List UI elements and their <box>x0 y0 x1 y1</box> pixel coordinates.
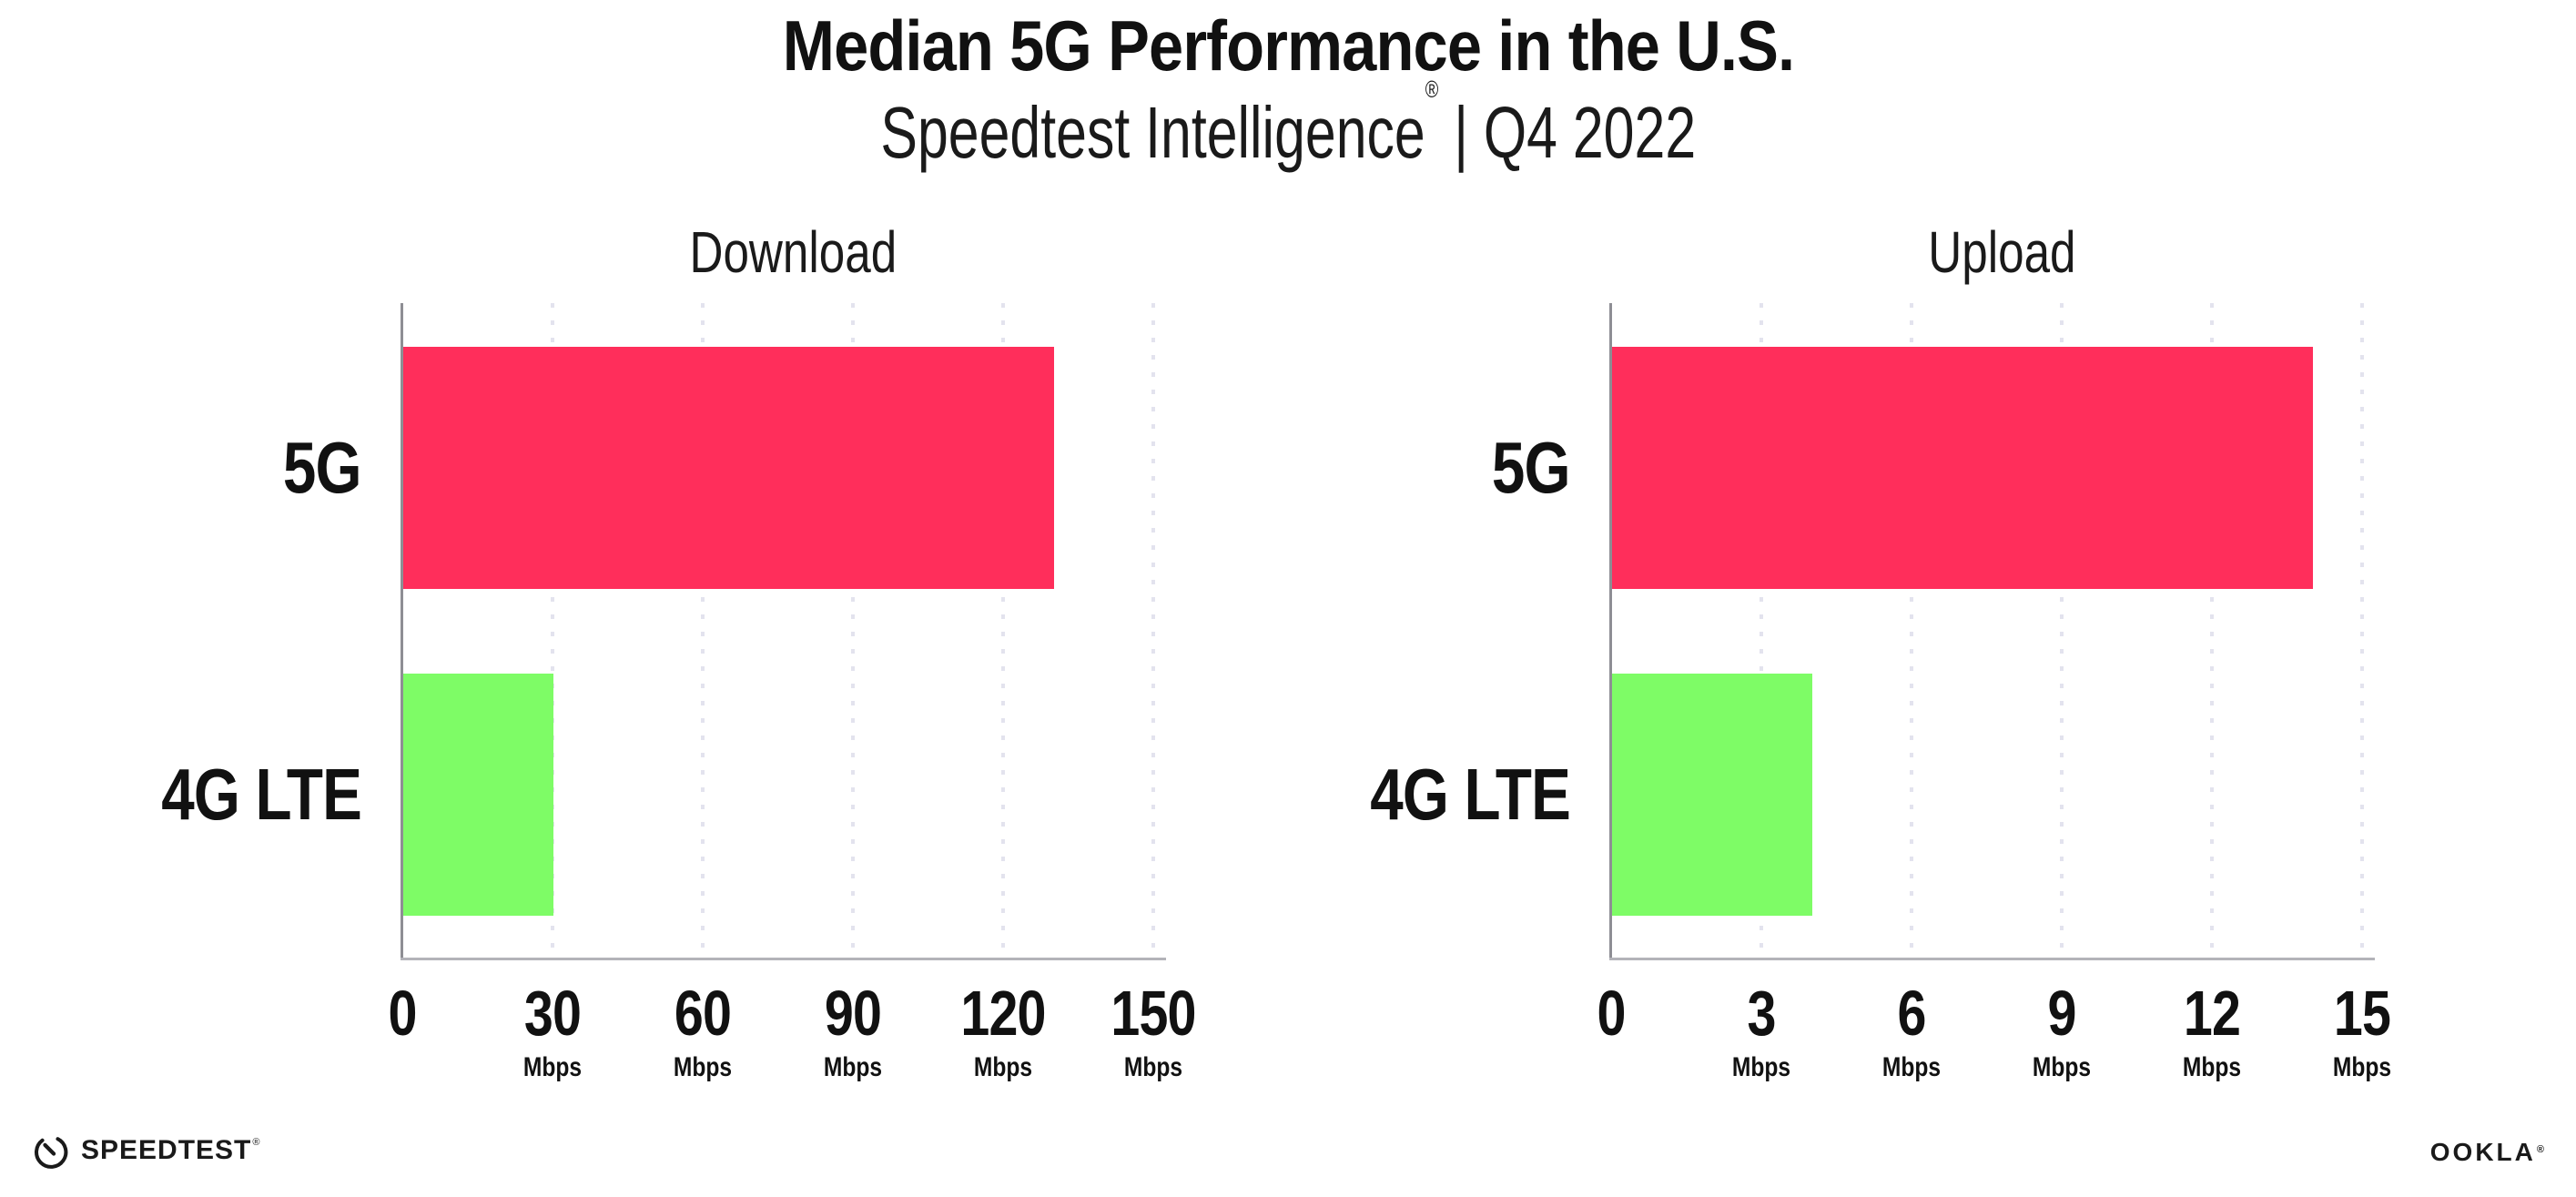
gridline-60-mbps-download <box>701 303 705 958</box>
download-plot-area: 5G 4G LTE 0 30 Mbps 60 Mbps 90 Mbps 120 Mbps 150 Mbp… <box>161 303 1196 1082</box>
x-tick-120-download: 120 Mbps <box>960 978 1046 1082</box>
registered-mark-icon: ® <box>1425 76 1439 104</box>
bar-4g-lte-download <box>403 673 553 916</box>
gridline-9-mbps-upload <box>2060 303 2064 958</box>
page-title: Median 5G Performance in the U.S. <box>0 5 2576 87</box>
gridline-120-mbps-download <box>1001 303 1005 958</box>
category-label-4g-lte-download: 4G LTE <box>161 753 362 835</box>
gridline-150-mbps-download <box>1151 303 1155 958</box>
gridline-12-mbps-upload <box>2210 303 2214 958</box>
category-label-5g-download: 5G <box>283 427 362 509</box>
bar-5g-download <box>403 347 1054 590</box>
subtitle-separator: | <box>1438 92 1484 173</box>
speedtest-logo-text: SPEEDTEST <box>81 1135 252 1165</box>
bar-5g-upload <box>1612 347 2313 590</box>
gridline-30-mbps-download <box>551 303 554 958</box>
x-tick-150-download: 150 Mbps <box>1111 978 1196 1082</box>
gridline-15-mbps-upload <box>2360 303 2364 958</box>
x-tick-60-download: 60 Mbps <box>673 978 733 1082</box>
speedtest-logo: SPEEDTEST ® <box>32 1131 259 1170</box>
gridline-6-mbps-upload <box>1910 303 1913 958</box>
x-tick-90-download: 90 Mbps <box>823 978 883 1082</box>
x-tick-15-upload: 15 Mbps <box>2332 978 2392 1082</box>
upload-plot-area: 5G 4G LTE 0 3 Mbps 6 Mbps 9 Mbps 12 Mbps 15 Mbps <box>1209 0 2576 1197</box>
x-tick-6-upload: 6 Mbps <box>1881 978 1942 1082</box>
ookla-logo: OOKLA® <box>2430 1138 2547 1167</box>
download-chart: Download 5G 4G LTE 0 30 Mbps 60 Mbps 90 Mbps 120 M… <box>161 219 1196 1082</box>
x-tick-12-upload: 12 Mbps <box>2182 978 2242 1082</box>
gridline-90-mbps-download <box>851 303 855 958</box>
x-tick-3-upload: 3 Mbps <box>1731 978 1791 1082</box>
category-label-5g-upload: 5G <box>1492 427 1571 509</box>
x-tick-9-upload: 9 Mbps <box>2032 978 2092 1082</box>
download-chart-title: Download <box>689 219 897 285</box>
x-tick-0-download: 0 <box>388 978 417 1049</box>
x-axis-upload <box>1609 958 2375 960</box>
y-axis-download <box>401 303 403 959</box>
page-title-text: Median 5G Performance in the U.S. <box>782 5 1794 86</box>
y-axis-upload <box>1609 303 1612 959</box>
subtitle-brand: Speedtest Intelligence <box>880 92 1425 173</box>
upload-chart: Upload 5G 4G LTE 0 3 Mbps 6 Mbps 9 Mbps 12 Mbps 15 M… <box>1209 0 2576 1197</box>
speedtest-registered-mark-icon: ® <box>252 1137 260 1148</box>
subtitle-period: Q4 2022 <box>1483 92 1696 173</box>
bar-4g-lte-upload <box>1612 673 1812 916</box>
x-axis-download <box>401 958 1166 960</box>
x-tick-0-upload: 0 <box>1597 978 1626 1049</box>
x-tick-30-download: 30 Mbps <box>522 978 583 1082</box>
ookla-registered-mark-icon: ® <box>2536 1144 2547 1155</box>
speedtest-gauge-icon <box>32 1131 70 1170</box>
upload-chart-title: Upload <box>1927 219 2076 285</box>
gridline-3-mbps-upload <box>1760 303 1763 958</box>
page-subtitle: Speedtest Intelligence® | Q4 2022 <box>0 76 2576 175</box>
category-label-4g-lte-upload: 4G LTE <box>1370 753 1571 835</box>
ookla-logo-text: OOKLA <box>2429 1138 2536 1166</box>
